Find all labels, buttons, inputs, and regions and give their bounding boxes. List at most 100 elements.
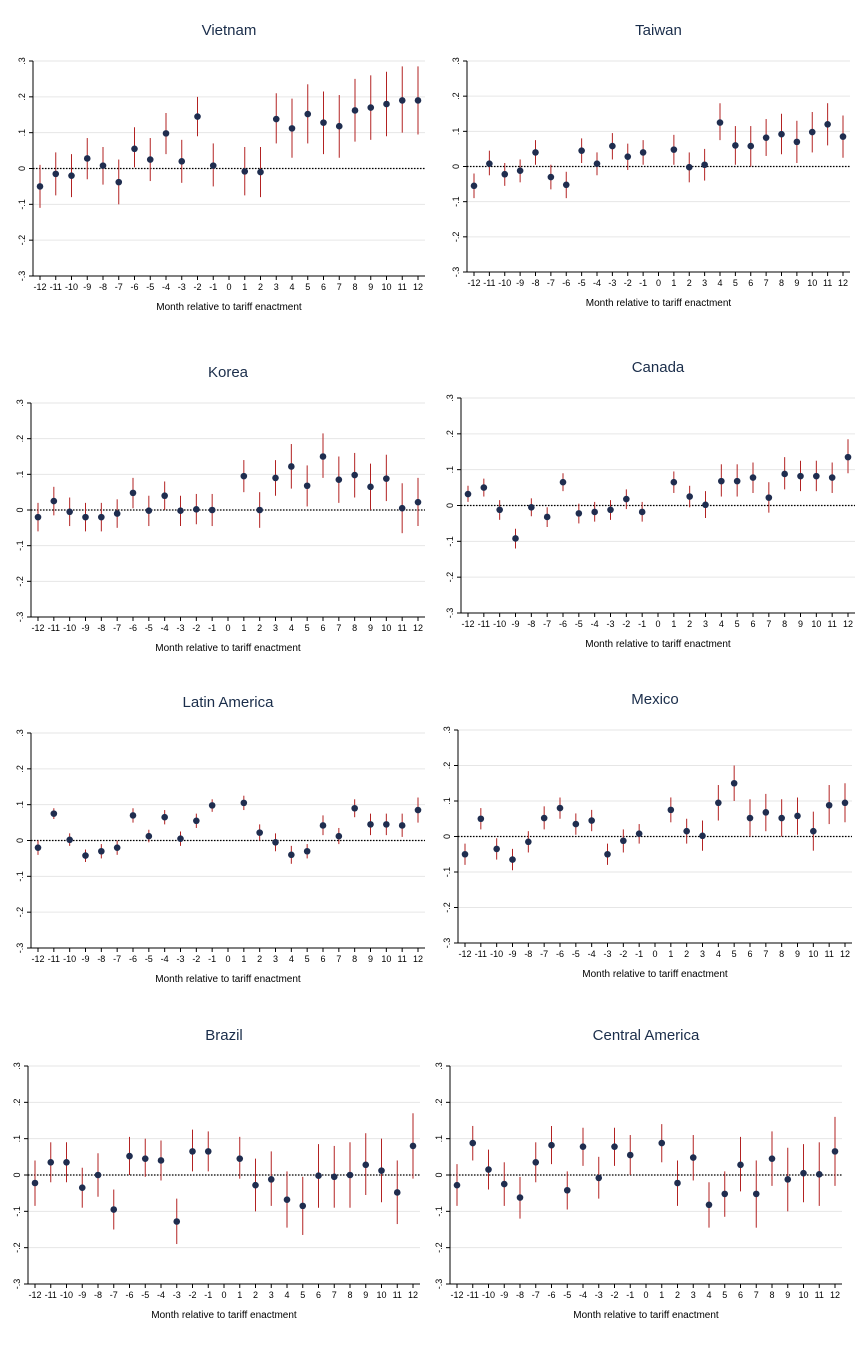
y-tick-label: -.2 [445,572,455,583]
x-tick-label: -8 [94,1290,102,1300]
point-estimate [572,820,580,828]
point-estimate [98,847,105,855]
x-tick-label: 4 [717,278,722,288]
point-estimate [496,506,503,514]
x-tick-label: -7 [532,1290,540,1300]
x-tick-label: 8 [779,949,784,959]
point-estimate [414,498,422,506]
x-tick-label: 8 [352,282,357,292]
point-estimate [685,163,693,171]
x-tick-label: 10 [798,1290,808,1300]
point-estimate [611,1143,618,1150]
y-tick-label: -.2 [442,902,452,913]
point-estimate [556,804,564,812]
x-tick-label: 9 [785,1290,790,1300]
point-estimate [749,474,757,481]
y-tick-label: -.3 [451,267,461,278]
x-tick-label: 10 [376,1290,386,1300]
x-tick-label: 2 [684,949,689,959]
y-tick-label: -.1 [15,540,25,551]
point-estimate [699,832,706,840]
x-tick-label: -7 [110,1290,118,1300]
x-tick-label: 2 [253,1290,258,1300]
x-tick-label: -1 [635,949,643,959]
y-tick-label: -.1 [12,1206,22,1217]
y-tick-label: .2 [12,1099,22,1107]
point-estimate [145,507,153,515]
point-estimate [480,484,488,491]
point-estimate [716,119,724,126]
x-tick-label: 0 [225,954,230,964]
x-tick-label: -1 [639,278,647,288]
point-estimate [204,1148,212,1155]
x-tick-label: 11 [815,1290,824,1300]
point-estimate [512,535,519,542]
x-tick-label: -11 [483,278,495,288]
x-tick-label: 4 [716,949,721,959]
x-tick-label: 8 [352,623,357,633]
point-estimate [383,475,390,482]
x-axis-label: Month relative to tariff enactment [156,302,302,313]
x-tick-label: 10 [811,619,821,629]
point-estimate [367,821,374,828]
x-tick-label: -6 [547,1290,555,1300]
x-tick-label: 1 [241,954,246,964]
x-axis-label: Month relative to tariff enactment [582,969,728,980]
point-estimate [367,483,374,491]
x-tick-label: -6 [125,1290,133,1300]
point-estimate [66,836,73,844]
point-estimate [362,1161,370,1169]
x-tick-label: -4 [579,1290,587,1300]
y-tick-label: .3 [445,394,455,402]
x-tick-label: 9 [368,623,373,633]
point-estimate [178,158,186,165]
point-estimate [162,130,170,137]
y-tick-label: .1 [451,128,461,136]
point-estimate [257,168,264,176]
x-tick-label: 7 [764,278,769,288]
point-estimate [319,822,327,829]
y-tick-label: 0 [15,838,25,843]
chart-panel-8: Central America.3.2.10-.1-.2-.3-12 -11 -10… [430,1016,861,1334]
point-estimate [256,506,263,514]
point-estimate [47,1158,55,1166]
y-tick-label: -.2 [12,1242,22,1253]
chart-panel-4: Canada.3.2.10-.1-.2-.3-12 -11 -10 -9 -8 -7 -6-… [430,352,861,672]
point-estimate [194,113,201,120]
y-tick-label: .2 [15,765,25,773]
point-estimate [351,471,358,479]
y-tick-label: .3 [434,1062,444,1070]
point-estimate [63,1158,70,1166]
y-tick-label: -.3 [12,1279,22,1290]
x-tick-label: 10 [807,278,817,288]
x-tick-label: 6 [738,1290,743,1300]
point-estimate [793,138,801,146]
point-estimate [516,1194,524,1201]
x-tick-label: -8 [524,949,532,959]
x-axis-label: Month relative to tariff enactment [573,1310,719,1321]
x-tick-label: -12 [467,278,480,288]
y-tick-label: 0 [15,507,25,512]
x-tick-label: 11 [827,619,836,629]
x-tick-label: -12 [33,282,46,292]
point-estimate [737,1161,744,1169]
point-estimate [746,814,754,822]
point-estimate [844,453,852,461]
x-tick-label: -6 [129,623,137,633]
point-estimate [36,183,44,190]
point-estimate [129,489,137,497]
point-estimate [99,162,107,169]
point-estimate [762,134,770,141]
x-tick-label: 6 [320,623,325,633]
x-tick-label: -10 [60,1290,73,1300]
point-estimate [256,829,263,836]
x-tick-label: -6 [129,954,137,964]
x-tick-label: -9 [78,1290,86,1300]
point-estimate [94,1171,102,1179]
y-tick-label: 0 [17,166,27,171]
x-tick-label: -4 [161,623,169,633]
point-estimate [464,490,472,498]
x-tick-label: 9 [798,619,803,629]
x-tick-label: 12 [413,623,423,633]
point-estimate [272,474,279,482]
